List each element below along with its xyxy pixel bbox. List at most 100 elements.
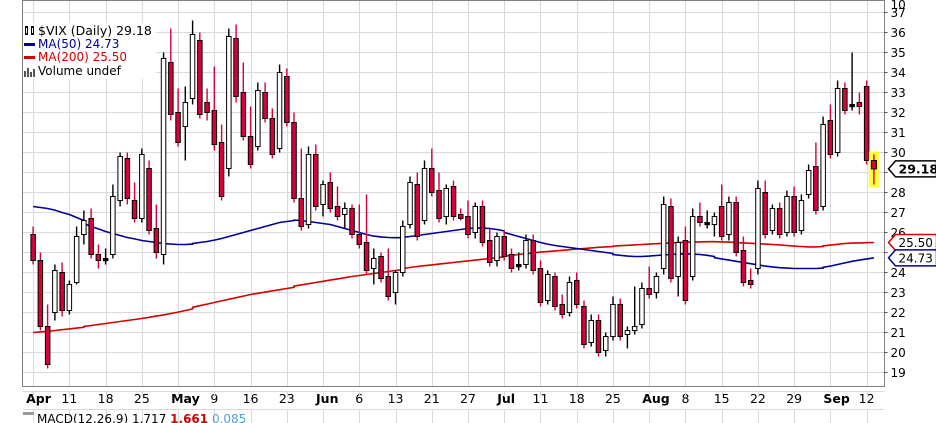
candle[interactable] [429, 148, 435, 197]
candle[interactable] [262, 82, 268, 123]
candle[interactable] [371, 248, 377, 285]
candle[interactable] [494, 232, 500, 267]
candle[interactable] [385, 248, 391, 301]
candle[interactable] [849, 52, 855, 111]
candle[interactable] [863, 80, 870, 165]
candle[interactable] [320, 180, 326, 217]
candle[interactable] [117, 152, 123, 207]
candle[interactable] [588, 314, 594, 347]
candle[interactable] [66, 280, 73, 315]
candle[interactable] [139, 148, 145, 223]
candle[interactable] [559, 294, 565, 319]
candle[interactable] [791, 186, 797, 237]
candle[interactable] [443, 184, 449, 225]
candle[interactable] [733, 196, 739, 257]
candle[interactable] [769, 204, 776, 235]
candle[interactable] [697, 202, 703, 227]
candle[interactable] [631, 286, 638, 335]
candle[interactable] [827, 104, 834, 159]
candle[interactable] [276, 64, 283, 153]
candle[interactable] [44, 304, 51, 369]
candle[interactable] [784, 190, 790, 237]
candle[interactable] [421, 160, 428, 225]
candle[interactable] [682, 226, 689, 305]
candle[interactable] [81, 210, 87, 245]
candle[interactable] [805, 164, 812, 199]
candle[interactable] [646, 266, 652, 299]
candle[interactable] [305, 146, 312, 229]
candle[interactable] [255, 82, 261, 151]
candle[interactable] [566, 276, 573, 317]
candle[interactable] [102, 248, 109, 265]
candle[interactable] [73, 226, 80, 285]
candle[interactable] [400, 220, 406, 277]
candle[interactable] [675, 236, 681, 297]
candle[interactable] [762, 180, 768, 239]
candle[interactable] [298, 148, 304, 231]
candle[interactable] [30, 226, 36, 265]
candle[interactable] [530, 234, 536, 275]
candle[interactable] [552, 272, 558, 311]
candle[interactable] [204, 88, 210, 121]
candle[interactable] [711, 212, 718, 237]
candle[interactable] [747, 268, 754, 289]
candle[interactable] [146, 160, 152, 235]
candle[interactable] [153, 204, 160, 259]
candle[interactable] [501, 230, 507, 261]
candle[interactable] [639, 282, 645, 329]
candle[interactable] [617, 298, 623, 341]
candle[interactable] [233, 24, 239, 103]
candle[interactable] [407, 176, 413, 229]
candle[interactable] [211, 66, 218, 151]
candle[interactable] [378, 252, 384, 283]
candle[interactable] [37, 252, 44, 331]
candle[interactable] [624, 326, 631, 349]
candle[interactable] [284, 68, 290, 127]
candle[interactable] [776, 202, 783, 239]
candle[interactable] [247, 106, 254, 169]
candle[interactable] [197, 32, 203, 119]
candle[interactable] [479, 200, 486, 247]
candle[interactable] [392, 270, 399, 305]
candle[interactable] [291, 112, 297, 203]
candle[interactable] [820, 116, 826, 211]
candle[interactable] [653, 272, 660, 299]
candle[interactable] [226, 28, 232, 177]
candle[interactable] [603, 332, 609, 357]
candle[interactable] [349, 204, 355, 239]
candle[interactable] [610, 296, 616, 341]
candle[interactable] [813, 142, 819, 215]
candle[interactable] [704, 210, 710, 229]
candle[interactable] [472, 202, 478, 239]
candle[interactable] [342, 202, 348, 229]
candle[interactable] [516, 252, 522, 271]
candle[interactable] [595, 314, 602, 357]
candle[interactable] [269, 108, 276, 159]
candle[interactable] [487, 228, 493, 267]
candle[interactable] [240, 62, 247, 141]
candle[interactable] [660, 196, 667, 275]
candle[interactable] [436, 172, 442, 223]
chart-plot-area[interactable] [30, 20, 877, 369]
candle[interactable] [356, 204, 362, 249]
candle[interactable] [668, 198, 674, 283]
candle[interactable] [189, 20, 196, 105]
candle[interactable] [726, 196, 732, 241]
candle[interactable] [574, 272, 580, 309]
candle[interactable] [124, 152, 131, 205]
candle[interactable] [834, 80, 841, 157]
candle[interactable] [450, 180, 457, 221]
candle[interactable] [95, 244, 102, 269]
candle[interactable] [842, 82, 848, 115]
candle[interactable] [131, 182, 138, 223]
candle[interactable] [363, 194, 370, 275]
candle[interactable] [334, 186, 341, 221]
candle[interactable] [458, 208, 464, 221]
candle[interactable] [59, 262, 65, 317]
candle[interactable] [182, 86, 189, 161]
candle[interactable] [689, 208, 696, 281]
candle[interactable] [537, 260, 544, 307]
candle[interactable] [465, 200, 471, 239]
candle[interactable] [52, 264, 58, 321]
